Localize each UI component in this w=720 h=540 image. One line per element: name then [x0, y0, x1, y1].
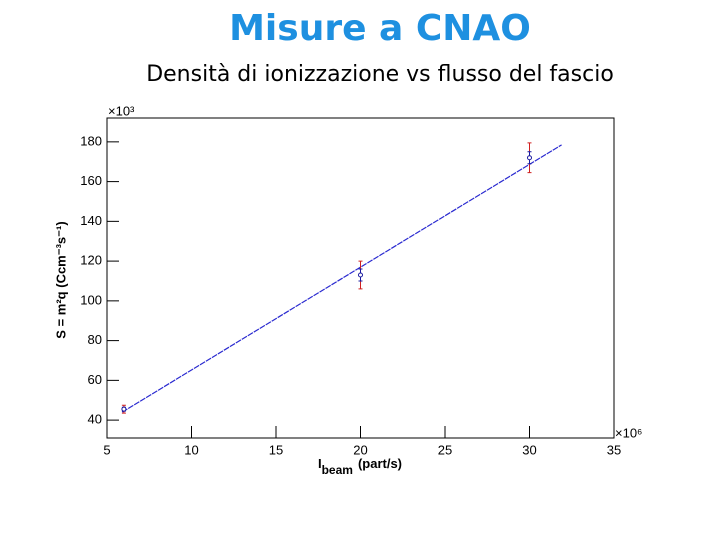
x-tick-label: 25 — [438, 442, 452, 457]
y-tick-label: 100 — [80, 292, 102, 307]
slide-title: Misure a CNAO — [229, 8, 531, 49]
x-multiplier: ×10⁶ — [615, 425, 642, 440]
data-point — [527, 155, 532, 161]
y-tick-label: 80 — [88, 332, 102, 347]
y-tick-label: 140 — [80, 213, 102, 228]
slide-subtitle: Densità di ionizzazione vs flusso del fa… — [146, 62, 614, 87]
x-label-symbol: I — [318, 456, 322, 471]
x-label-unit: (part/s) — [358, 456, 402, 471]
y-multiplier: ×10³ — [108, 103, 135, 118]
data-point — [358, 272, 363, 278]
y-axis-label: S = m²q (Ccm⁻³s⁻¹) — [53, 221, 68, 338]
x-label-subscript: beam — [322, 463, 353, 477]
x-tick-label: 20 — [353, 442, 367, 457]
x-tick-label: 30 — [522, 442, 536, 457]
x-tick-label: 10 — [184, 442, 198, 457]
y-tick-label: 60 — [88, 372, 102, 387]
x-tick-label: 35 — [607, 442, 621, 457]
x-tick-label: 15 — [269, 442, 283, 457]
y-tick-label: 120 — [80, 253, 102, 268]
y-tick-label: 180 — [80, 133, 102, 148]
x-tick-label: 5 — [103, 442, 110, 457]
data-point — [121, 406, 127, 412]
y-tick-label: 40 — [88, 412, 102, 427]
fit-line — [121, 144, 562, 413]
y-tick-label: 160 — [80, 173, 102, 188]
x-axis-label: Ibeam (part/s) — [318, 456, 402, 477]
